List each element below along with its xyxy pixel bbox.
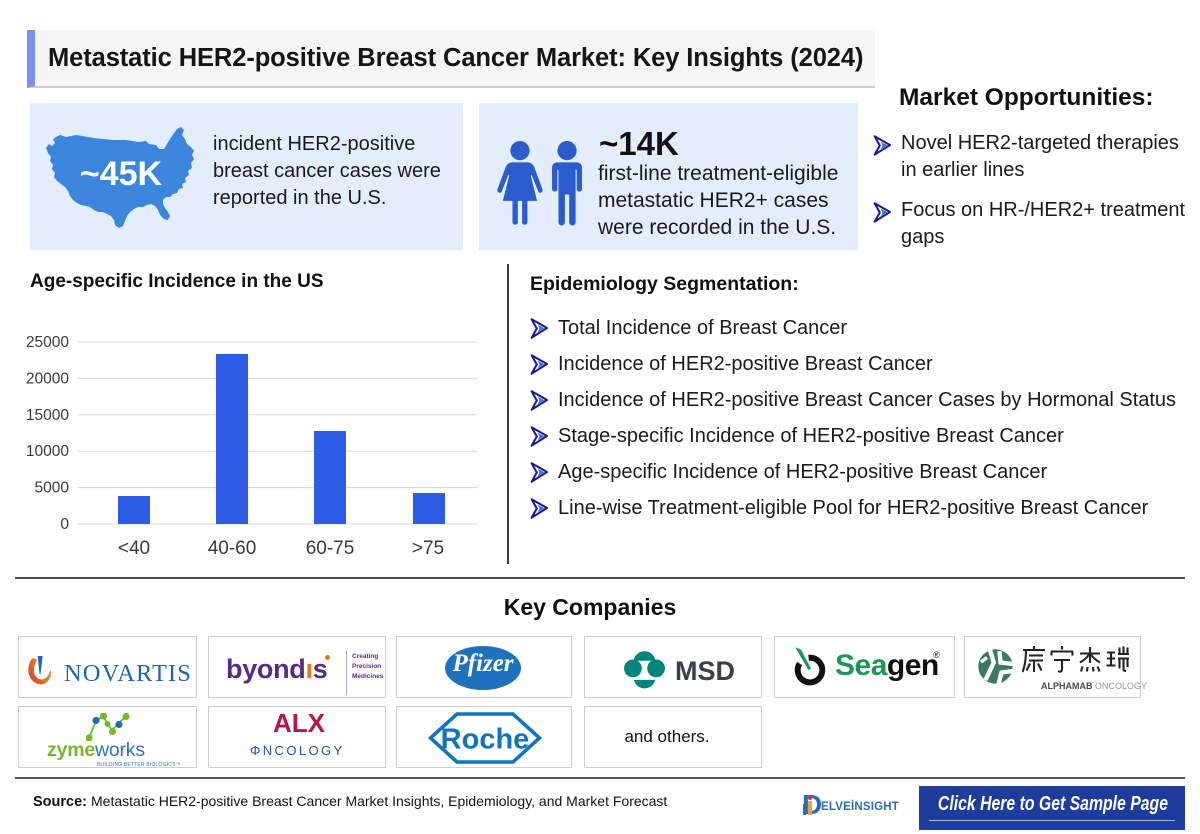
svg-text:40-60: 40-60 bbox=[208, 538, 257, 559]
svg-text:20000: 20000 bbox=[26, 370, 69, 387]
svg-text:<40: <40 bbox=[118, 538, 150, 559]
svg-text:60-75: 60-75 bbox=[306, 538, 355, 559]
svg-text:15000: 15000 bbox=[26, 407, 69, 424]
svg-text:>75: >75 bbox=[412, 538, 444, 559]
svg-text:~45K: ~45K bbox=[80, 155, 163, 193]
svg-text:10000: 10000 bbox=[26, 443, 69, 460]
svg-text:0: 0 bbox=[60, 516, 69, 533]
svg-text:Roche: Roche bbox=[441, 724, 530, 756]
svg-text:5000: 5000 bbox=[35, 480, 70, 497]
svg-text:25000: 25000 bbox=[26, 334, 69, 351]
